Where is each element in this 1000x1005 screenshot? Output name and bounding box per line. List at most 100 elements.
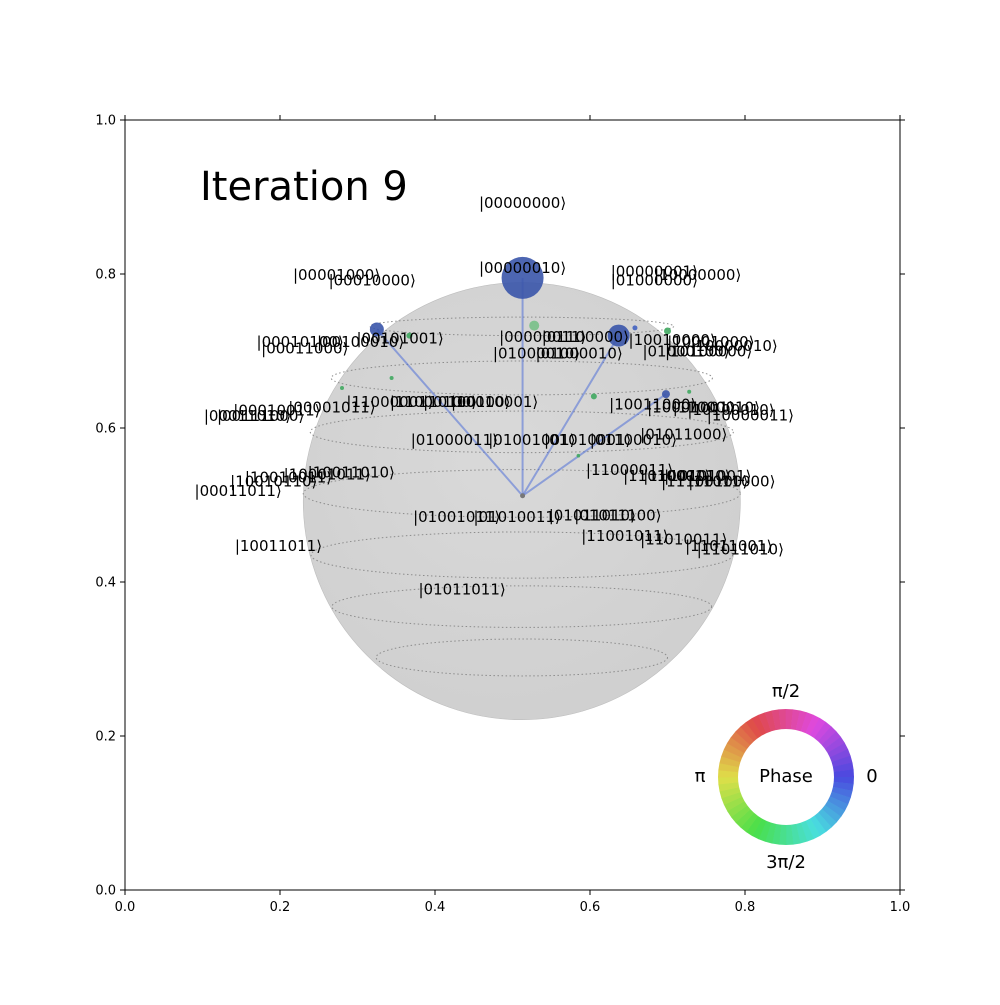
phase-wheel-segment — [785, 709, 794, 730]
latitude-ring — [375, 638, 668, 677]
state-stem — [376, 328, 524, 497]
phase-wheel-segment — [778, 824, 787, 845]
state-label: |10000010⟩ — [691, 337, 778, 355]
x-tick-label: 0.4 — [425, 900, 446, 915]
phase-wheel-segment — [829, 791, 851, 805]
phase-wheel-segment — [833, 769, 854, 777]
phase-wheel-segment — [829, 749, 851, 763]
x-tick-label: 0.6 — [580, 900, 601, 915]
state-label: |01011011⟩ — [418, 580, 505, 598]
state-label: |00000010⟩ — [479, 259, 566, 277]
phase-tick-pi: π — [695, 766, 706, 787]
phase-wheel-segment — [778, 709, 786, 730]
state-point — [576, 453, 581, 458]
phase-wheel-segment — [752, 818, 767, 840]
phase-label: Phase — [759, 766, 813, 787]
phase-wheel-segment — [719, 786, 741, 799]
latitude-ring — [302, 469, 741, 518]
phase-wheel-segment — [746, 815, 763, 837]
state-point — [590, 393, 597, 400]
phase-wheel-segment — [771, 709, 781, 731]
state-label: |11001010⟩ — [643, 467, 730, 485]
state-point — [529, 320, 540, 331]
phase-wheel-segment — [718, 762, 740, 773]
phase-wheel-segment — [827, 742, 849, 758]
phase-wheel-segment — [751, 714, 767, 736]
state-label: |10001011⟩ — [284, 466, 371, 484]
phase-wheel-segment — [790, 709, 801, 731]
state-label: |10010001⟩ — [451, 393, 538, 411]
state-label: |00111000⟩ — [217, 407, 304, 425]
state-label: |11000010⟩ — [673, 399, 760, 417]
state-label: |10010011⟩ — [245, 469, 332, 487]
phase-wheel-segment — [831, 755, 853, 768]
state-label: |00000000⟩ — [479, 194, 566, 212]
y-tick-label: 0.4 — [95, 576, 116, 591]
phase-wheel-segment — [800, 712, 814, 734]
state-point — [664, 327, 671, 335]
state-label: |00011011⟩ — [195, 482, 282, 500]
state-point — [632, 325, 638, 331]
plot-frame — [124, 119, 901, 891]
state-label: |00011000⟩ — [261, 339, 348, 357]
state-label: |11010011⟩ — [640, 530, 727, 548]
phase-wheel-segment — [723, 743, 745, 758]
state-label: |10011000⟩ — [609, 396, 696, 414]
state-label: |01000010⟩ — [536, 345, 623, 363]
state-label: |01000100⟩ — [642, 342, 729, 360]
state-label: |00010011⟩ — [233, 402, 320, 420]
state-label: |01011100⟩ — [574, 506, 661, 524]
state-label: |00101001⟩ — [356, 329, 443, 347]
phase-wheel-segment — [758, 712, 772, 734]
phase-wheel-segment — [727, 801, 748, 818]
phase-wheel-segment — [723, 796, 745, 812]
phase-wheel-segment — [718, 777, 739, 785]
phase-wheel-segment — [832, 762, 854, 772]
state-label: |01011010⟩ — [549, 506, 636, 524]
chart-title: Iteration 9 — [200, 164, 408, 210]
state-label: |10100010⟩ — [687, 401, 774, 419]
state-point — [661, 390, 670, 399]
phase-wheel-segment — [809, 717, 826, 739]
state-label: |01001001⟩ — [488, 431, 575, 449]
phase-wheel-segment — [786, 824, 794, 845]
latitude-ring — [331, 585, 713, 628]
phase-wheel-segment — [805, 818, 821, 840]
points-layer — [340, 256, 692, 499]
phase-wheel-segment — [735, 809, 755, 828]
state-label: |11011001⟩ — [685, 537, 772, 555]
phase-wheel-segment — [814, 721, 832, 742]
x-tick-label: 0.8 — [735, 900, 756, 915]
state-point — [501, 256, 544, 299]
phase-wheel-segment — [805, 714, 820, 736]
y-tick-label: 0.8 — [95, 268, 116, 283]
phase-wheel-segment — [764, 710, 777, 732]
phase-wheel-segment — [831, 786, 853, 799]
x-tick-label: 0.2 — [270, 900, 291, 915]
phase-wheel-segment — [721, 791, 743, 805]
state-label: |01011000⟩ — [640, 426, 727, 444]
state-label: |01000000⟩ — [611, 272, 698, 290]
phase-wheel-segment — [832, 781, 854, 792]
phase-wheel-segment — [824, 800, 846, 817]
state-label: |00010000⟩ — [329, 272, 416, 290]
phase-wheel-segment — [824, 736, 845, 753]
y-tick-label: 1.0 — [95, 114, 116, 129]
state-label: |10001001⟩ — [647, 399, 734, 417]
state-label: |00010100⟩ — [257, 333, 344, 351]
state-stem — [521, 393, 667, 497]
state-label: |10000000⟩ — [654, 266, 741, 284]
state-label: |10000011⟩ — [707, 406, 794, 424]
phase-wheel-segment — [810, 815, 827, 836]
state-stem — [521, 335, 620, 497]
state-label: |11001011⟩ — [581, 527, 668, 545]
phase-wheel-segment — [740, 812, 758, 833]
phase-wheel-segment — [821, 731, 842, 749]
phase-wheel-segment — [817, 726, 837, 745]
axes-layer: 0.0 0.2 0.4 0.6 0.8 1.0 0.0 0.2 0.4 0.6 0.8 1.0 — [95, 114, 910, 916]
phase-tick-pi2: π/2 — [772, 681, 800, 702]
state-label: |00011010⟩ — [204, 407, 291, 425]
state-label: |10001000⟩ — [667, 333, 754, 351]
